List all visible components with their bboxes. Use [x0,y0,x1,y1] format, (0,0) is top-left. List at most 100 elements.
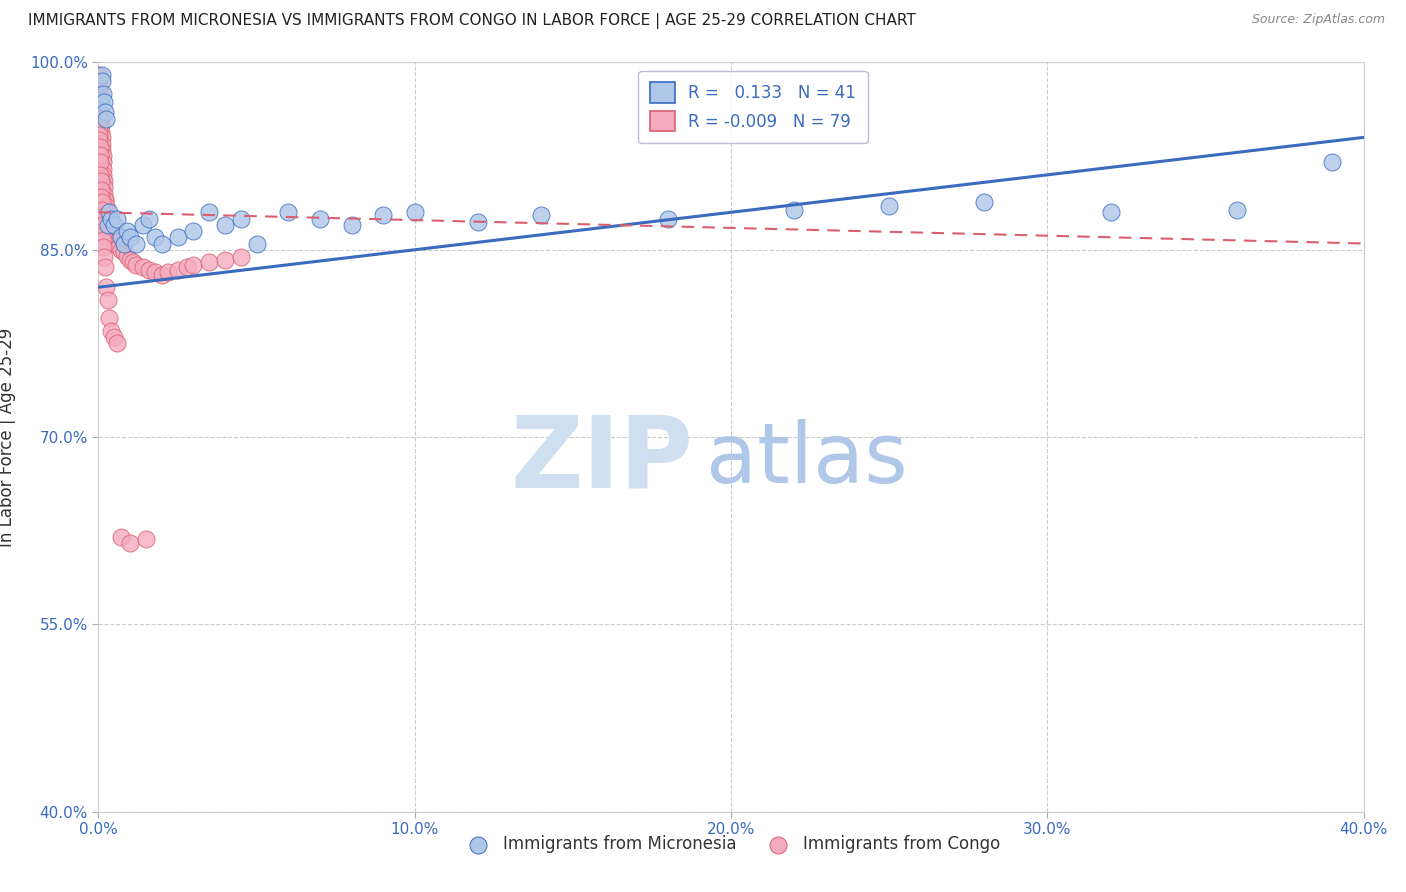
Point [101,230,124,244]
Point [125,258,148,272]
Point [183,258,205,272]
Point [93,105,117,120]
Point [107,336,129,351]
Point [96,205,118,219]
Point [90,202,112,217]
Point [122,255,145,269]
Text: atlas: atlas [706,419,907,500]
Point [93,95,115,110]
Point [132,260,155,275]
Point [145,230,166,244]
Point [198,255,221,269]
Point [91,227,114,242]
Point [87,112,110,126]
Point [371,208,394,222]
Point [91,149,114,163]
Point [783,202,806,217]
Point [150,236,173,251]
Point [1322,155,1344,169]
Point [90,124,112,138]
Point [94,193,117,207]
Point [91,233,114,247]
Point [93,250,115,264]
Point [103,218,125,232]
Point [176,260,198,275]
Point [89,74,111,88]
Point [340,218,363,232]
Point [90,130,112,145]
Point [125,236,148,251]
Point [89,155,111,169]
Legend: Immigrants from Micronesia, Immigrants from Congo: Immigrants from Micronesia, Immigrants f… [456,829,1007,860]
Point [132,218,155,232]
Text: ZIP: ZIP [510,411,693,508]
Point [100,224,122,238]
Point [91,211,114,225]
Point [112,236,135,251]
Point [93,180,115,194]
Point [309,211,332,226]
Point [90,112,112,126]
Point [103,233,125,247]
Point [91,161,114,176]
Point [90,183,112,197]
Point [214,252,236,267]
Point [157,265,180,279]
Point [97,211,120,226]
Point [246,236,269,251]
Point [89,128,111,142]
Point [115,249,138,263]
Point [89,99,111,113]
Point [90,136,112,151]
Point [120,252,141,267]
Point [1099,205,1122,219]
Point [93,168,115,182]
Point [103,330,125,344]
Point [91,218,114,232]
Point [97,218,120,232]
Point [89,80,111,95]
Point [115,224,138,238]
Point [110,230,132,244]
Point [93,240,115,254]
Point [973,195,995,210]
Point [87,68,110,82]
Y-axis label: In Labor Force | Age 25-29: In Labor Force | Age 25-29 [0,327,15,547]
Point [657,211,679,226]
Point [530,208,553,222]
Point [89,140,111,154]
Point [89,93,111,107]
Point [104,235,127,250]
Point [89,105,111,120]
Point [97,293,120,307]
Point [100,211,122,226]
Point [96,280,118,294]
Point [89,87,111,101]
Point [96,112,118,126]
Point [229,250,252,264]
Point [89,148,111,162]
Point [110,530,132,544]
Point [150,268,173,282]
Point [91,87,114,101]
Point [135,533,157,547]
Point [214,218,236,232]
Point [98,205,121,219]
Point [404,205,426,219]
Point [90,68,112,82]
Text: Source: ZipAtlas.com: Source: ZipAtlas.com [1251,13,1385,27]
Point [90,195,112,210]
Point [91,155,114,169]
Point [183,224,205,238]
Point [166,262,188,277]
Point [94,199,117,213]
Point [877,199,900,213]
Point [93,186,115,201]
Point [277,205,299,219]
Point [89,133,111,147]
Text: IMMIGRANTS FROM MICRONESIA VS IMMIGRANTS FROM CONGO IN LABOR FORCE | AGE 25-29 C: IMMIGRANTS FROM MICRONESIA VS IMMIGRANTS… [28,13,915,29]
Point [90,190,112,204]
Point [90,93,112,107]
Point [90,174,112,188]
Point [100,324,122,338]
